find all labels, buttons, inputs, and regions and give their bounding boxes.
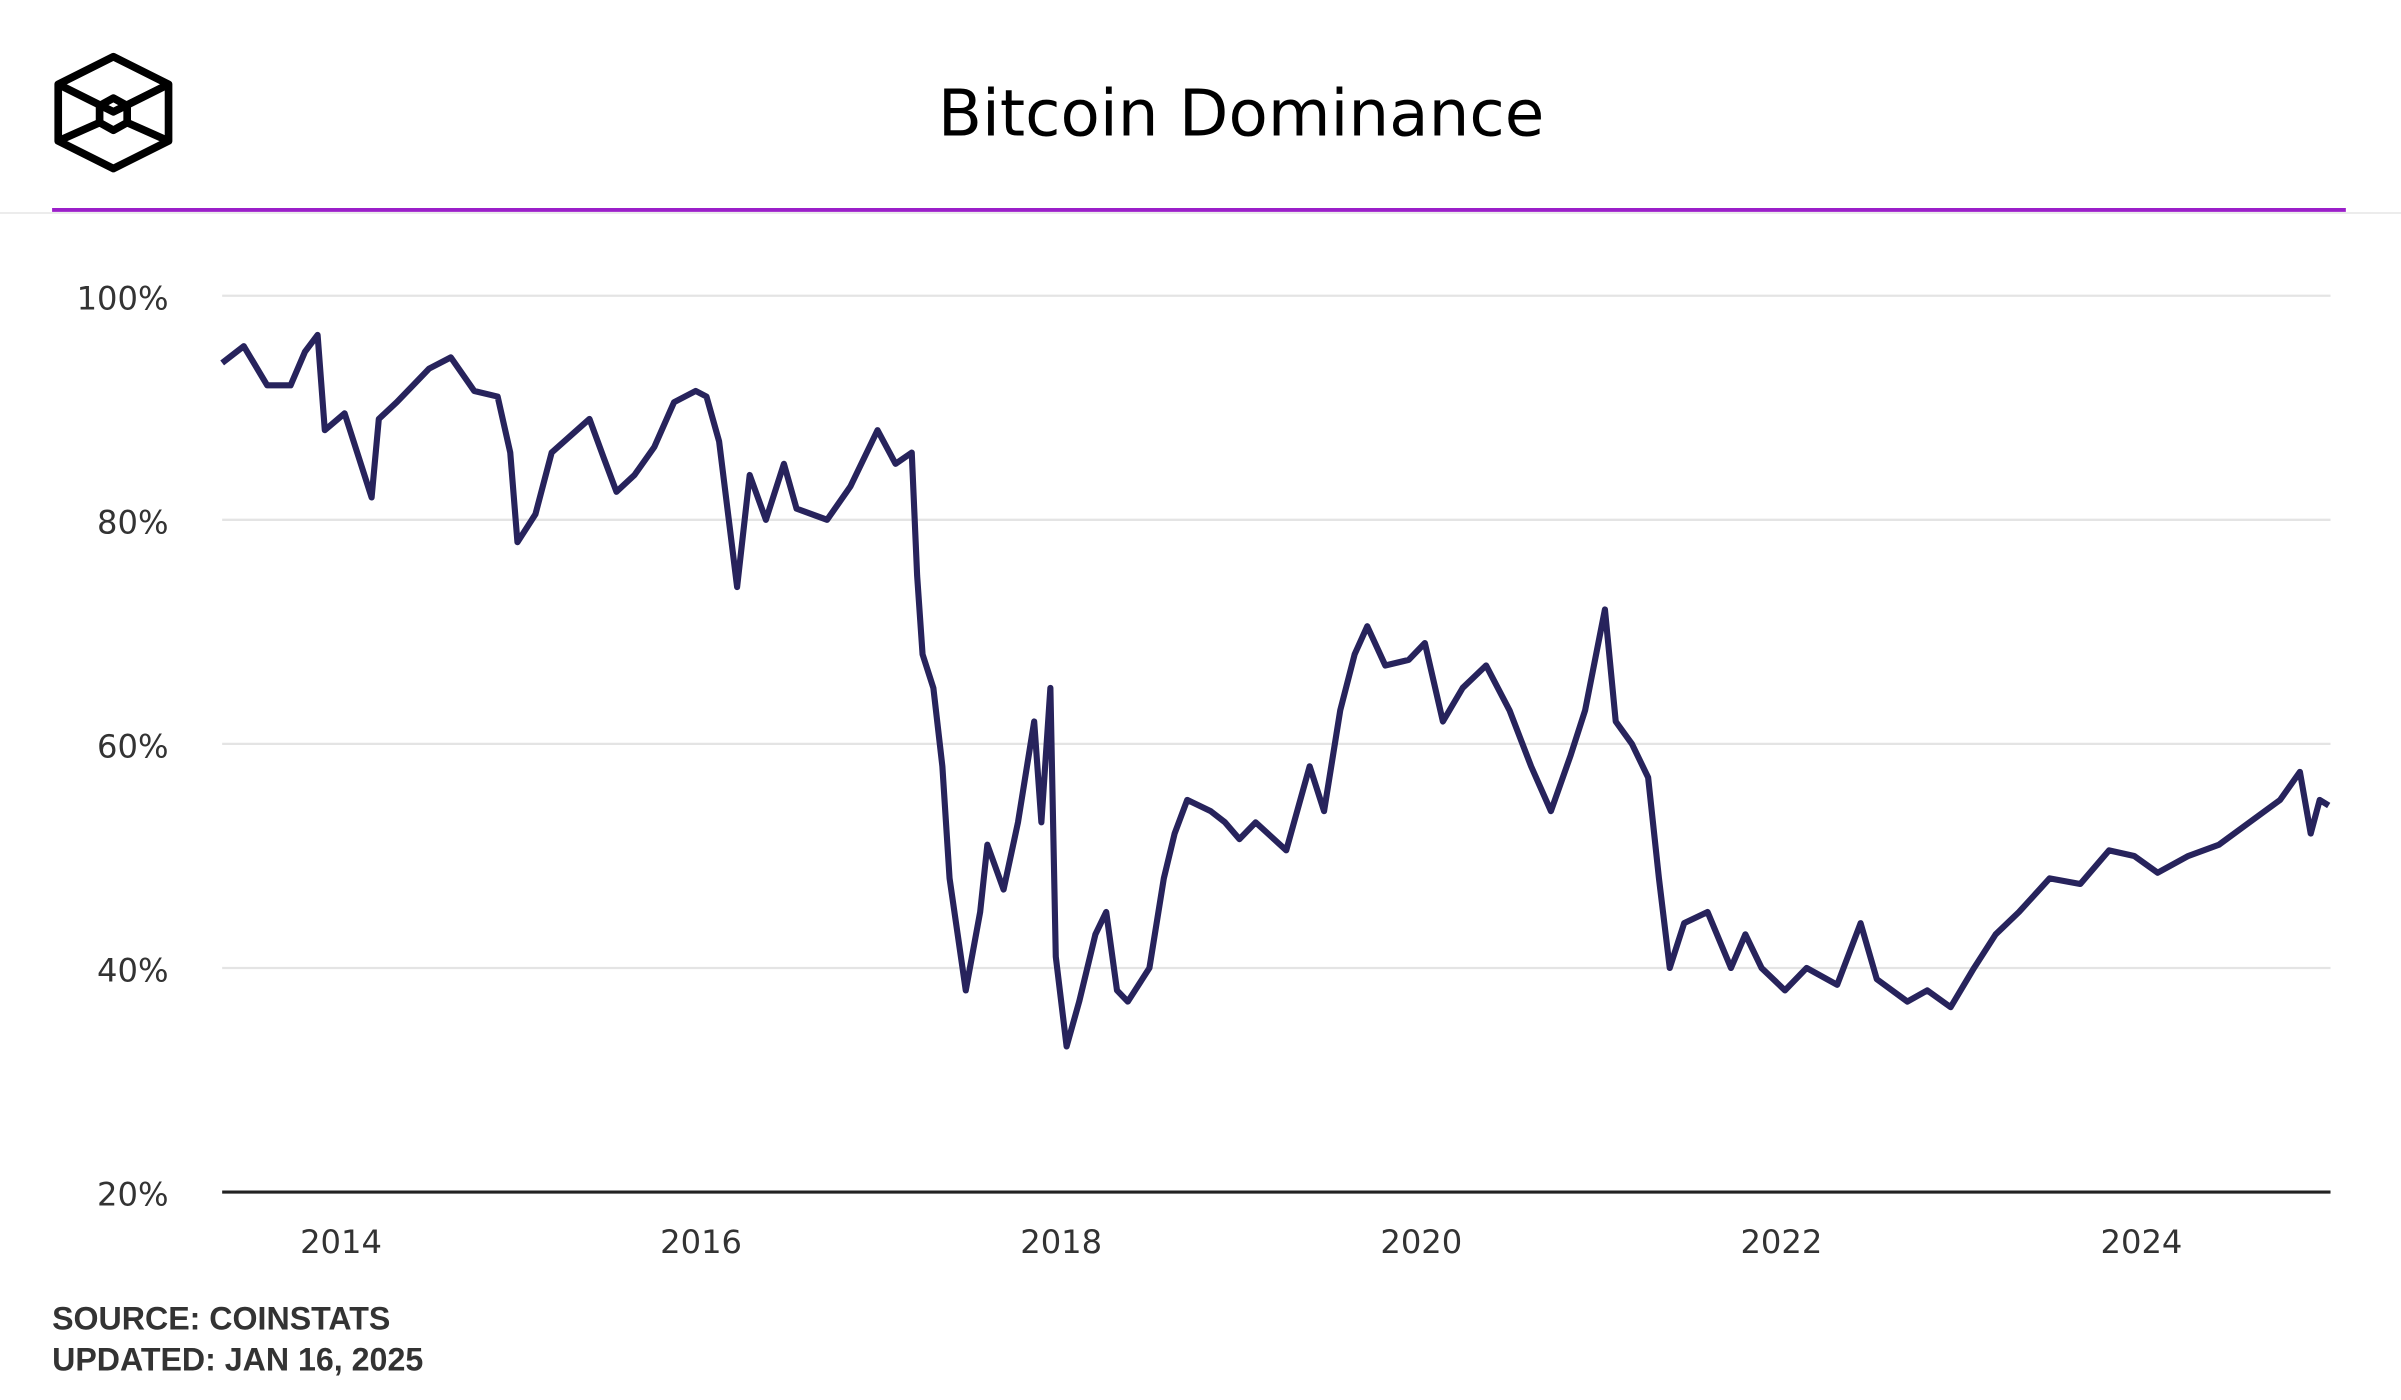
data-line	[220, 331, 2331, 1050]
source-note: SOURCE: COINSTATS	[52, 1300, 390, 1336]
y-tick-label: 80%	[97, 503, 168, 541]
x-tick-label: 2016	[660, 1223, 742, 1261]
y-tick-label: 100%	[77, 279, 169, 317]
x-tick-label: 2022	[1740, 1223, 1822, 1261]
y-tick-label: 40%	[97, 952, 168, 990]
updated-note: UPDATED: JAN 16, 2025	[52, 1342, 423, 1378]
y-tick-label: 20%	[97, 1176, 168, 1214]
plot: 20% 40% 60% 80% 100% 2014 2016 2018 2020 2022 2024	[77, 279, 2331, 1261]
x-tick-label: 2020	[1380, 1223, 1462, 1261]
x-tick-label: 2024	[2101, 1223, 2183, 1261]
chart-title: Bitcoin Dominance	[938, 77, 1545, 152]
x-tick-label: 2014	[300, 1223, 382, 1261]
x-tick-label: 2018	[1020, 1223, 1102, 1261]
y-tick-label: 60%	[97, 727, 168, 765]
logo	[54, 52, 173, 173]
